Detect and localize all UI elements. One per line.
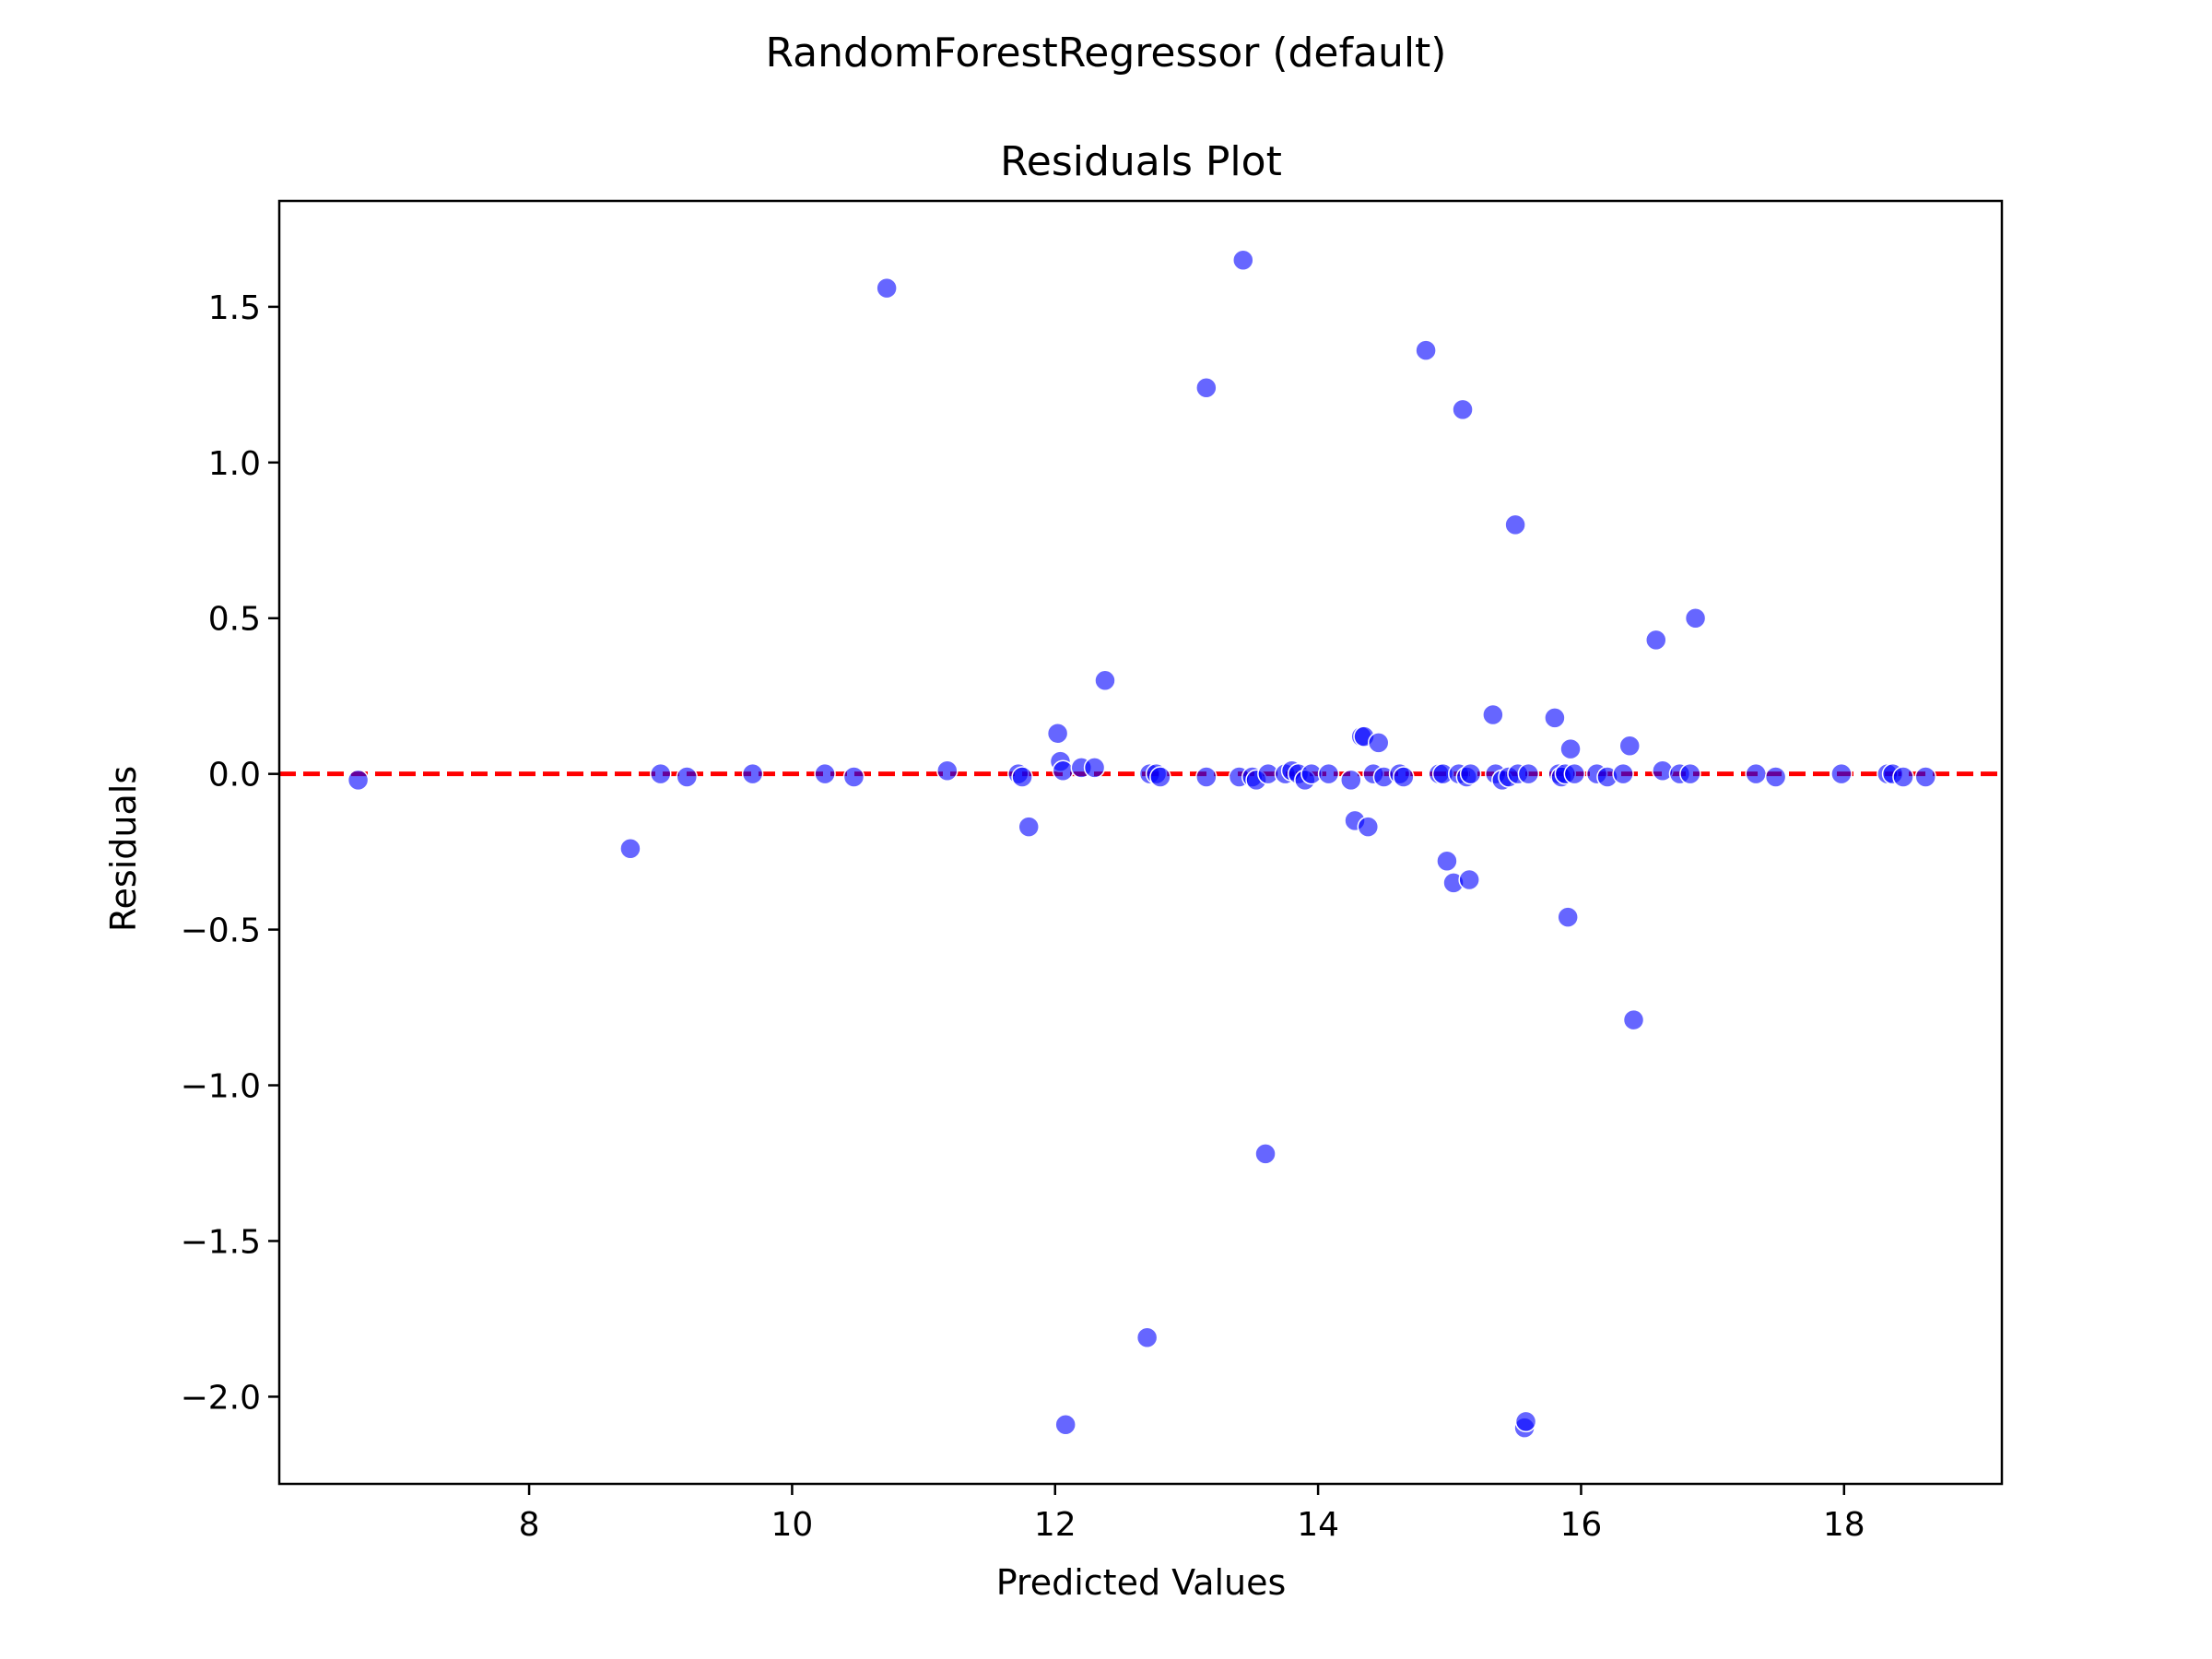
- scatter-point: [1052, 759, 1075, 782]
- scatter-point: [1054, 1414, 1077, 1436]
- y-tick-label: 1.5: [208, 289, 261, 327]
- scatter-point: [936, 759, 959, 782]
- scatter-point: [347, 769, 370, 792]
- scatter-point: [1458, 868, 1480, 891]
- scatter-point: [676, 766, 699, 788]
- y-tick-label: 0.5: [208, 601, 261, 639]
- scatter-point: [1340, 769, 1362, 792]
- scatter-point: [1452, 398, 1474, 421]
- scatter-point: [1914, 766, 1937, 788]
- x-tick-label: 14: [1297, 1506, 1339, 1544]
- y-tick-label: −2.0: [181, 1379, 261, 1417]
- y-tick-label: −1.5: [181, 1223, 261, 1261]
- x-tick-label: 18: [1823, 1506, 1865, 1544]
- scatter-point: [1514, 1410, 1537, 1433]
- scatter-point: [649, 762, 672, 785]
- scatter-point: [1011, 766, 1033, 788]
- scatter-point: [1357, 816, 1380, 838]
- scatter-point: [1459, 762, 1482, 785]
- scatter-point: [842, 766, 865, 788]
- scatter-point: [1094, 669, 1116, 692]
- scatter-point: [1046, 722, 1069, 745]
- scatter-point: [1892, 766, 1914, 788]
- scatter-point: [1504, 513, 1526, 536]
- x-axis-label: Predicted Values: [996, 1562, 1287, 1603]
- scatter-point: [1544, 707, 1566, 729]
- scatter-point: [1622, 1008, 1645, 1031]
- scatter-point: [1018, 816, 1040, 838]
- y-tick-label: 0.0: [208, 757, 261, 794]
- y-axis-ticks: 1.5 1.0 0.5 0.0 −0.5 −1.0 −1.5 −2.0: [181, 289, 279, 1417]
- y-tick-label: 1.0: [208, 445, 261, 483]
- scatter-point: [1645, 629, 1667, 652]
- scatter-points: [347, 249, 1937, 1439]
- scatter-point: [1764, 766, 1787, 788]
- scatter-point: [619, 838, 641, 860]
- y-axis-label: Residuals: [103, 766, 144, 932]
- scatter-point: [1254, 1143, 1277, 1165]
- scatter-point: [1830, 762, 1853, 785]
- scatter-point: [814, 762, 836, 785]
- x-tick-label: 10: [771, 1506, 814, 1544]
- scatter-point: [1393, 766, 1415, 788]
- scatter-point: [1317, 762, 1340, 785]
- scatter-point: [1684, 606, 1707, 629]
- x-tick-label: 8: [519, 1506, 540, 1544]
- scatter-point: [1135, 1326, 1159, 1348]
- y-tick-label: −1.0: [181, 1068, 261, 1106]
- scatter-point: [1517, 762, 1540, 785]
- scatter-point: [741, 762, 764, 785]
- scatter-point: [1612, 762, 1634, 785]
- scatter-point: [1618, 735, 1641, 758]
- scatter-point: [1436, 850, 1458, 873]
- scatter-point: [876, 276, 898, 300]
- chart-title: Residuals Plot: [1000, 138, 1282, 185]
- scatter-point: [1195, 376, 1218, 399]
- scatter-point: [1482, 703, 1504, 726]
- y-tick-label: −0.5: [181, 912, 261, 950]
- scatter-point: [1367, 732, 1390, 754]
- x-tick-label: 12: [1034, 1506, 1077, 1544]
- scatter-point: [1195, 766, 1218, 788]
- plot-frame: [277, 199, 2004, 1486]
- chart-suptitle: RandomForestRegressor (default): [766, 29, 1447, 76]
- scatter-point: [1563, 762, 1586, 785]
- scatter-point: [1083, 757, 1106, 779]
- scatter-point: [1745, 762, 1767, 785]
- scatter-point: [1232, 249, 1254, 271]
- scatter-point: [1559, 737, 1582, 760]
- scatter-point: [1679, 762, 1701, 785]
- scatter-point: [1557, 906, 1579, 928]
- scatter-point: [1415, 339, 1437, 361]
- x-tick-label: 16: [1560, 1506, 1603, 1544]
- scatter-point: [1149, 766, 1171, 788]
- x-axis-ticks: 8 10 12 14 16 18: [519, 1484, 1865, 1544]
